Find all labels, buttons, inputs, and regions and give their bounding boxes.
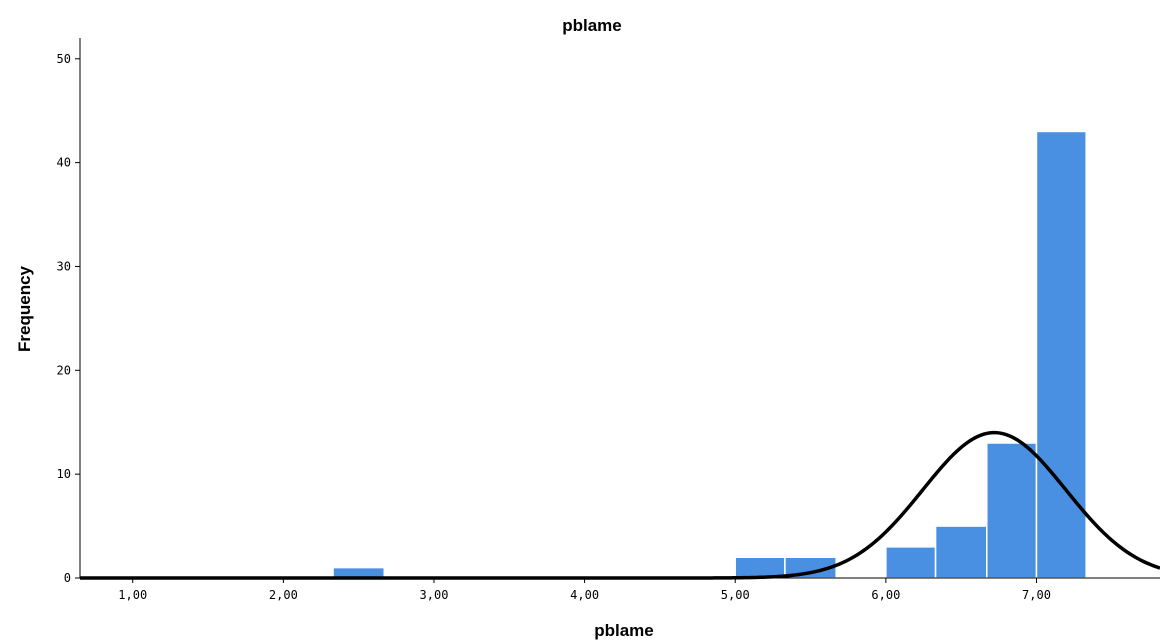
y-tick-label: 20	[57, 363, 71, 377]
y-tick-label: 40	[57, 156, 71, 170]
x-axis-label: pblame	[594, 621, 654, 640]
y-tick-label: 0	[64, 571, 71, 585]
x-tick-label: 3,00	[420, 588, 449, 602]
y-axis-label: Frequency	[15, 265, 34, 352]
histogram-bar	[934, 525, 988, 579]
x-tick-label: 6,00	[871, 588, 900, 602]
x-ticks: 1,00 2,00 3,00 4,00 5,00 6,00 7,00	[118, 578, 1051, 602]
histogram-bar	[1035, 130, 1087, 579]
y-tick-label: 50	[57, 52, 71, 66]
y-ticks: 0 10 20 30 40 50	[57, 52, 80, 585]
x-tick-label: 1,00	[118, 588, 147, 602]
histogram-bar	[986, 442, 1038, 579]
chart-title: pblame	[562, 16, 622, 35]
x-tick-label: 4,00	[570, 588, 599, 602]
y-tick-label: 30	[57, 259, 71, 273]
x-tick-label: 7,00	[1022, 588, 1051, 602]
y-tick-label: 10	[57, 467, 71, 481]
x-tick-label: 5,00	[721, 588, 750, 602]
bars-group	[332, 130, 1087, 579]
x-tick-label: 2,00	[269, 588, 298, 602]
histogram-bar	[885, 546, 937, 579]
